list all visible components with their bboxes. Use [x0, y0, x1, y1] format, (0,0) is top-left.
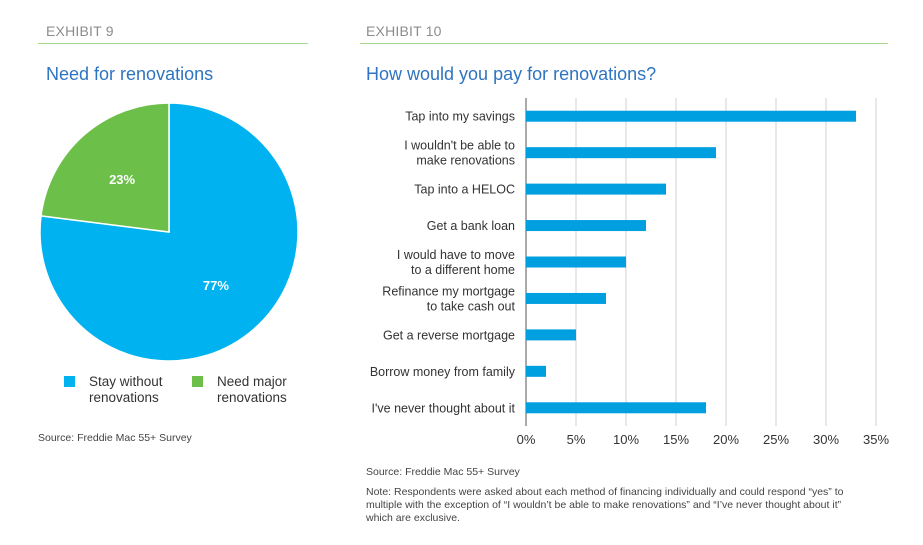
y-category-label: make renovations	[416, 154, 515, 168]
exhibit-10-label: EXHIBIT 10	[366, 23, 442, 39]
legend-item-stay: Stay without renovations	[64, 374, 163, 406]
y-category-label: to a different home	[411, 263, 515, 277]
x-tick-label: 35%	[863, 432, 889, 447]
y-category-label: I've never thought about it	[372, 401, 516, 415]
y-category-label: I wouldn't be able to	[404, 139, 515, 153]
pie-slice-1	[39, 102, 299, 362]
x-tick-label: 25%	[763, 432, 789, 447]
x-tick-label: 10%	[613, 432, 639, 447]
y-category-label: Get a bank loan	[427, 219, 515, 233]
pie-data-label: 77%	[203, 278, 229, 293]
legend-label-line1: Stay without	[89, 374, 163, 389]
x-tick-label: 20%	[713, 432, 739, 447]
exhibit-9-title: Need for renovations	[46, 64, 214, 84]
legend-label-line2: renovations	[217, 390, 287, 405]
x-tick-label: 0%	[517, 432, 536, 447]
legend-label-line1: Need major	[217, 374, 287, 389]
y-category-label: Get a reverse mortgage	[383, 328, 515, 342]
bar	[526, 183, 666, 195]
exhibit-10-divider	[360, 43, 888, 44]
bar	[526, 292, 606, 304]
x-tick-label: 15%	[663, 432, 689, 447]
legend-swatch-need	[192, 376, 203, 387]
bar	[526, 220, 646, 232]
bar	[526, 365, 546, 377]
y-category-label: Refinance my mortgage	[382, 284, 515, 298]
x-tick-label: 5%	[567, 432, 586, 447]
y-category-label: Tap into my savings	[405, 110, 515, 124]
exhibit-10-source: Source: Freddie Mac 55+ Survey	[366, 466, 520, 478]
y-category-label: to take cash out	[427, 299, 516, 313]
y-category-label: Tap into a HELOC	[414, 183, 515, 197]
exhibit-9-label: EXHIBIT 9	[46, 23, 114, 39]
bar	[526, 329, 576, 341]
exhibit-10-note: Note: Respondents were asked about each …	[366, 486, 844, 524]
y-category-label: Borrow money from family	[370, 365, 516, 379]
legend-item-need: Need major renovations	[192, 374, 287, 406]
legend-label-line2: renovations	[89, 390, 159, 405]
exhibit-9-divider	[38, 43, 308, 44]
bar	[526, 147, 716, 159]
bar	[526, 402, 706, 414]
pie-data-label: 23%	[109, 172, 135, 187]
bar	[526, 256, 626, 268]
bar	[526, 110, 856, 122]
exhibit-9-source: Source: Freddie Mac 55+ Survey	[38, 432, 192, 444]
exhibit-10-title: How would you pay for renovations?	[366, 64, 657, 84]
y-category-label: I would have to move	[397, 248, 515, 262]
legend-swatch-stay	[64, 376, 75, 387]
pie-slice-2	[40, 102, 170, 233]
x-tick-label: 30%	[813, 432, 839, 447]
